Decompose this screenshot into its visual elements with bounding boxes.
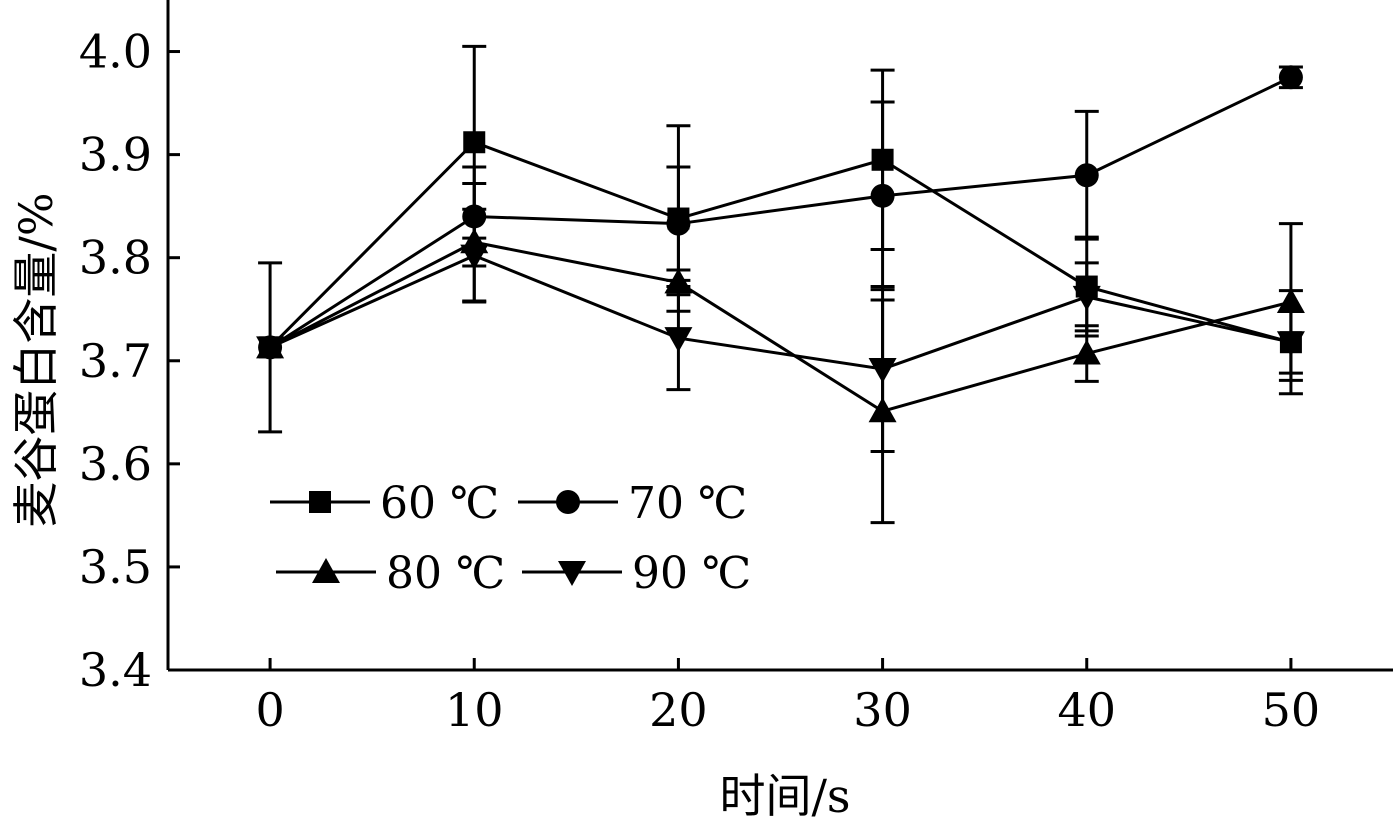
y-tick-label: 3.9 <box>79 128 152 182</box>
data-point <box>870 183 895 208</box>
y-tick-label: 3.4 <box>79 643 152 697</box>
legend-label: 80 ℃ <box>386 548 505 599</box>
data-point <box>1072 339 1101 365</box>
series-line <box>269 75 1292 349</box>
data-point <box>463 131 486 154</box>
y-tick-label: 3.6 <box>79 437 152 491</box>
legend-marker <box>309 491 331 513</box>
data-point <box>256 336 285 362</box>
x-tick-label: 30 <box>853 683 912 737</box>
data-point <box>1276 331 1305 357</box>
data-point <box>666 211 691 236</box>
legend-marker <box>556 490 580 514</box>
axes: 3.4 3.5 3.6 3.7 3.8 3.9 4.0 0 10 20 30 40 50 <box>79 0 1393 737</box>
legend: 60 ℃ 70 ℃ 80 ℃ 90 ℃ <box>270 478 751 599</box>
data-point <box>664 327 693 353</box>
series-3 <box>256 207 1305 453</box>
legend-label: 90 ℃ <box>632 548 751 599</box>
y-tick-label: 3.5 <box>79 540 152 594</box>
y-tick-label: 4.0 <box>79 25 152 79</box>
x-tick-label: 10 <box>445 683 504 737</box>
y-tick-label: 3.7 <box>79 334 152 388</box>
x-tick-label: 20 <box>649 683 708 737</box>
y-tick-label: 3.8 <box>79 231 152 285</box>
x-tick-label: 0 <box>255 683 284 737</box>
x-axis-title: 时间/s <box>719 769 850 823</box>
x-tick-label: 50 <box>1262 683 1321 737</box>
legend-item: 60 ℃ <box>270 478 499 529</box>
series-line <box>269 254 1292 371</box>
data-point <box>1072 285 1101 311</box>
data-point <box>1074 163 1099 188</box>
legend-label: 60 ℃ <box>380 478 499 529</box>
legend-marker <box>312 558 340 583</box>
x-tick-label: 40 <box>1057 683 1116 737</box>
legend-label: 70 ℃ <box>628 478 747 529</box>
y-axis-title: 麦谷蛋白含量/% <box>9 192 63 527</box>
legend-item: 80 ℃ <box>276 548 505 599</box>
legend-item: 70 ℃ <box>518 478 747 529</box>
series-line <box>269 240 1292 413</box>
data-point <box>1278 65 1303 90</box>
data-point <box>868 358 897 384</box>
data-point <box>460 244 489 270</box>
series-line <box>269 140 1292 349</box>
legend-item: 90 ℃ <box>522 548 751 599</box>
legend-marker <box>558 561 586 586</box>
series-0 <box>258 44 1303 434</box>
series-layer <box>256 44 1305 525</box>
series-1 <box>258 65 1303 360</box>
